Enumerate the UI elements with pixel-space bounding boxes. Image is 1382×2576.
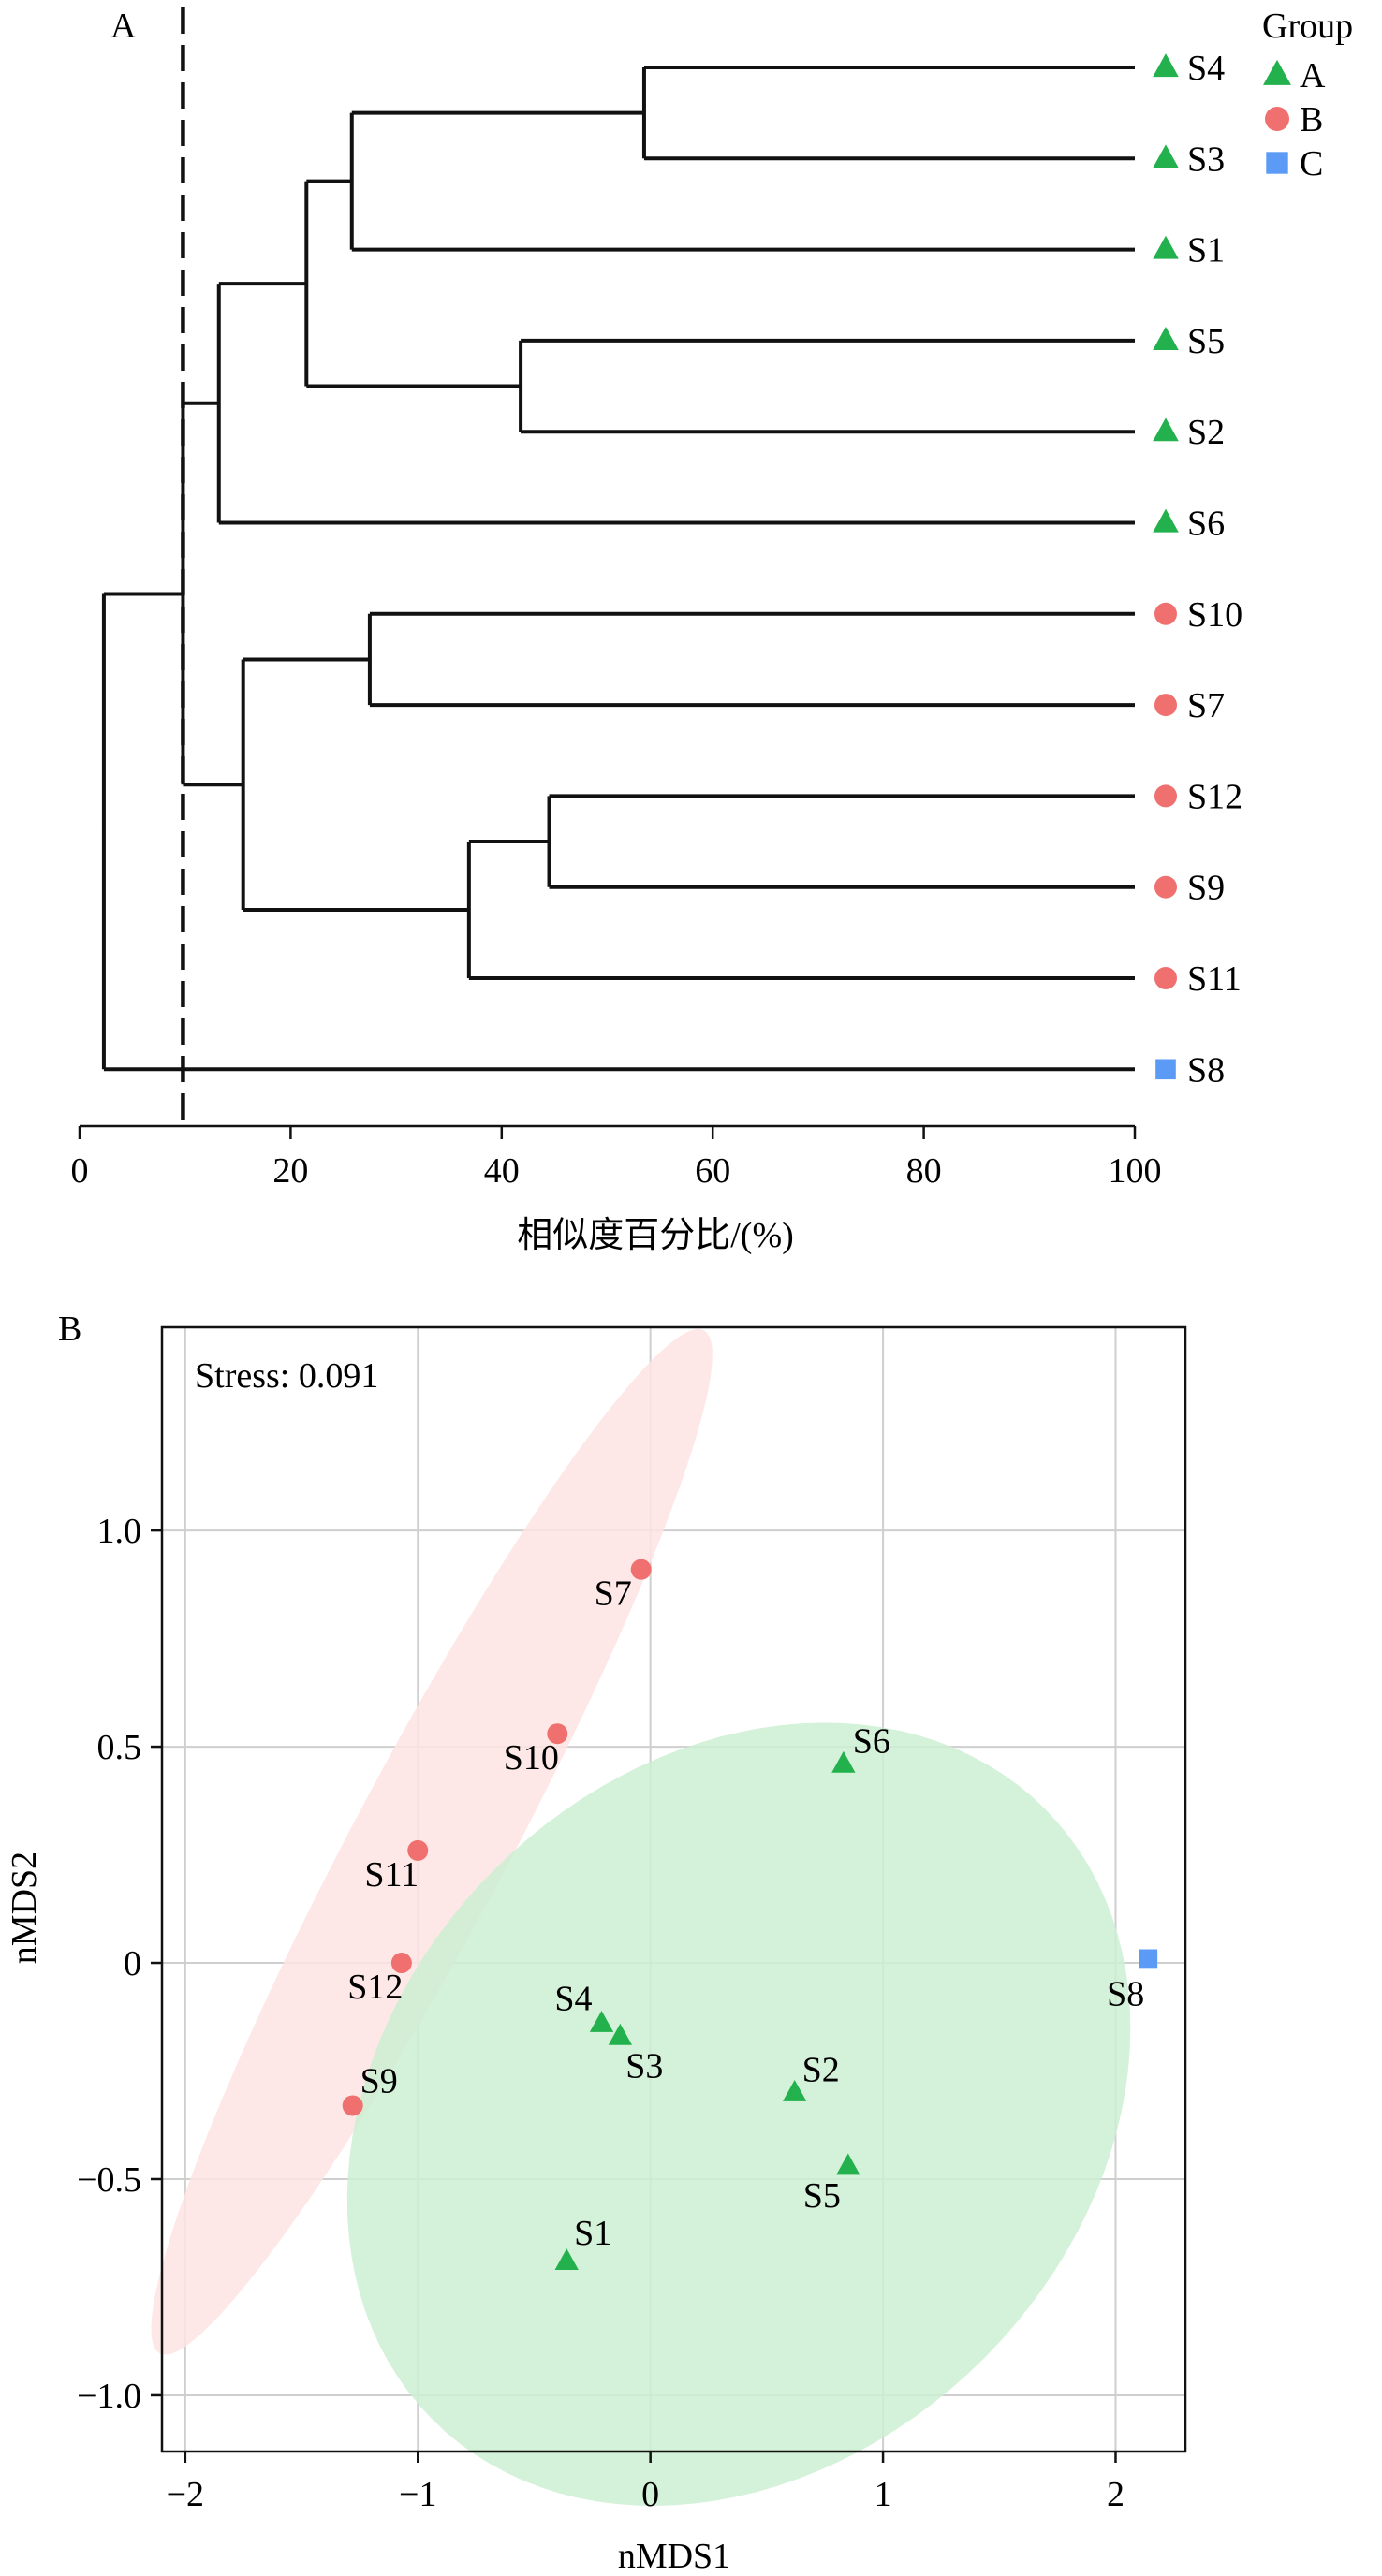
nmds-points: S7 S10 S11 S12 S9 S6 S4 S3 S2 S5 S1 S8 (342, 1559, 1158, 2270)
legend-label: B (1300, 100, 1323, 139)
y-tick-label: 0.5 (97, 1728, 142, 1767)
point-label: S3 (625, 2047, 663, 2086)
plot-frame (160, 1325, 1187, 2453)
leaf-label: S3 (1187, 139, 1225, 179)
x-tick-label: 40 (484, 1151, 520, 1191)
leaf-label: S7 (1187, 686, 1225, 725)
point-label: S2 (802, 2051, 840, 2090)
leaf-marker (1153, 327, 1179, 350)
confidence-ellipse (346, 1722, 1131, 2506)
leaf-label: S2 (1187, 413, 1225, 452)
point-label: S9 (360, 2061, 398, 2100)
dendrogram-panel: A S4 S3 S1 S5 S2 S6 S10 S7 S12 S9 S11 S8 0 20 40 60 80 1… (71, 7, 1354, 1255)
x-tick-label: 20 (272, 1151, 308, 1191)
x-tick-label: −2 (167, 2475, 204, 2514)
x-tick-label: −1 (399, 2475, 436, 2514)
leaf-marker (1154, 784, 1177, 808)
y-tick-label: 0 (124, 1944, 141, 1983)
leaf-marker (1153, 53, 1179, 78)
legend-marker (1263, 59, 1291, 85)
nmds-x-axis-label: nMDS1 (618, 2537, 730, 2576)
point-label: S7 (595, 1574, 632, 1614)
leaf-marker (1153, 508, 1179, 533)
legend-label: C (1300, 144, 1323, 183)
point-label: S4 (554, 1980, 592, 2019)
data-point (547, 1723, 568, 1745)
point-label: S6 (853, 1722, 890, 1762)
dendrogram-x-axis: 0 20 40 60 80 100 (71, 1124, 1162, 1191)
leaf-label: S11 (1187, 959, 1242, 999)
data-point (630, 1559, 652, 1580)
point-label: S8 (1107, 1974, 1144, 2013)
point-label: S5 (803, 2176, 841, 2216)
leaf-label: S12 (1187, 777, 1242, 816)
leaf-label: S1 (1187, 231, 1225, 271)
dendrogram-x-axis-label: 相似度百分比/(%) (517, 1216, 794, 1255)
data-point (554, 2248, 579, 2270)
x-tick-label: 0 (71, 1151, 89, 1191)
leaf-label: S10 (1187, 595, 1242, 635)
x-tick-label: 0 (641, 2475, 659, 2514)
confidence-ellipse (151, 1328, 713, 2355)
y-tick-label: −1.0 (77, 2377, 141, 2416)
data-point (783, 2079, 807, 2101)
y-tick-label: −0.5 (77, 2160, 141, 2200)
leaf-label: S5 (1187, 322, 1225, 361)
panel-label-b: B (58, 1310, 81, 1349)
leaf-marker (1154, 875, 1177, 899)
data-point (1139, 1949, 1158, 1969)
group-legend: Group ABC (1262, 7, 1353, 183)
dendrogram-tree (101, 7, 1135, 1128)
leaf-label: S8 (1187, 1050, 1225, 1090)
data-point (407, 1839, 429, 1861)
panel-label-a: A (110, 7, 137, 46)
stress-annotation: Stress: 0.091 (195, 1356, 378, 1396)
legend-marker (1266, 152, 1288, 174)
leaf-marker (1154, 694, 1177, 717)
leaf-label: S4 (1187, 49, 1225, 88)
nmds-ellipses (151, 1328, 1131, 2506)
point-label: S11 (364, 1855, 419, 1895)
point-label: S12 (347, 1968, 403, 2007)
nmds-axes: −2 −1 0 1 2 −1.0 −0.5 0 0.5 1.0 (77, 1325, 1187, 2514)
x-tick-label: 2 (1107, 2475, 1125, 2514)
data-point (390, 1953, 412, 1974)
legend-label: A (1300, 56, 1326, 95)
legend-title: Group (1262, 7, 1353, 46)
leaf-marker (1154, 602, 1177, 625)
x-tick-label: 60 (695, 1151, 730, 1191)
nmds-panel: B S7 S10 S11 S12 S9 S6 S4 S3 S2 S5 S1 S8 −2 −1 0 1 2 −1.… (5, 1310, 1187, 2576)
leaf-marker (1153, 417, 1179, 442)
point-label: S10 (504, 1738, 559, 1778)
data-point (342, 2095, 363, 2116)
data-point (836, 2153, 860, 2175)
dendrogram-leaves: S4 S3 S1 S5 S2 S6 S10 S7 S12 S9 S11 S8 (1153, 49, 1242, 1090)
x-tick-label: 100 (1109, 1151, 1162, 1191)
leaf-marker (1155, 1059, 1176, 1080)
leaf-label: S9 (1187, 869, 1225, 908)
leaf-marker (1153, 144, 1179, 168)
x-tick-label: 1 (875, 2475, 892, 2514)
y-tick-label: 1.0 (97, 1512, 142, 1551)
data-point (608, 2023, 633, 2045)
nmds-y-axis-label: nMDS2 (5, 1852, 44, 1964)
leaf-marker (1153, 235, 1179, 259)
legend-marker (1265, 107, 1289, 131)
leaf-label: S6 (1187, 505, 1225, 544)
data-point (589, 2011, 614, 2032)
point-label: S1 (574, 2214, 611, 2253)
leaf-marker (1154, 967, 1177, 989)
data-point (831, 1750, 856, 1773)
x-tick-label: 80 (906, 1151, 942, 1191)
